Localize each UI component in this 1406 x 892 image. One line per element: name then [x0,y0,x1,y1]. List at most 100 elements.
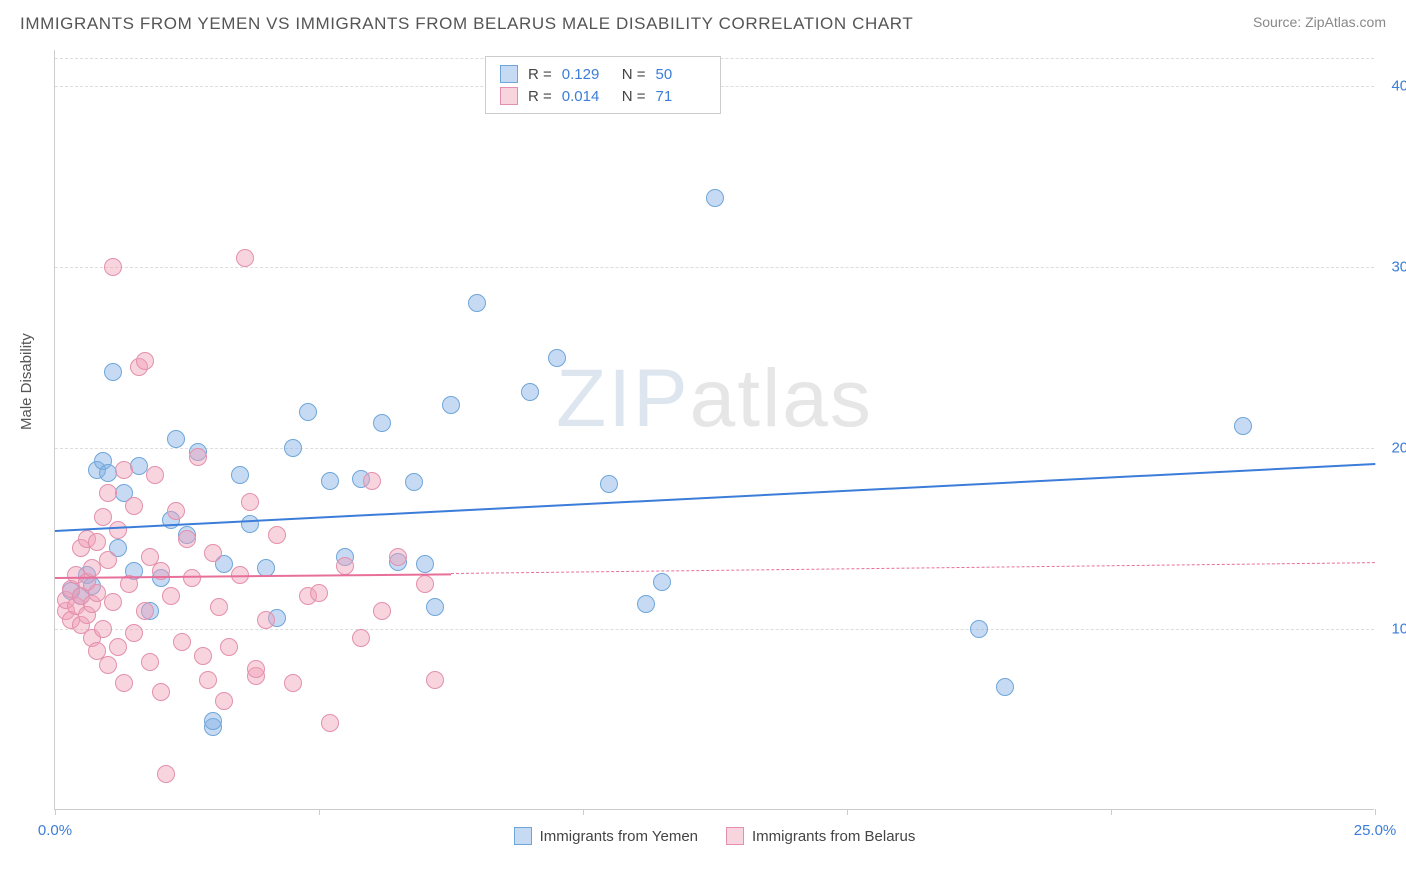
legend-swatch-belarus [726,827,744,845]
gridline [55,448,1374,449]
scatter-point-belarus [373,602,391,620]
scatter-point-belarus [94,508,112,526]
scatter-point-belarus [352,629,370,647]
scatter-point-belarus [241,493,259,511]
scatter-point-belarus [162,587,180,605]
scatter-point-belarus [167,502,185,520]
legend-item-belarus: Immigrants from Belarus [726,827,915,845]
scatter-point-belarus [204,544,222,562]
stat-r-label: R = [528,66,552,83]
scatter-point-belarus [416,575,434,593]
scatter-point-belarus [99,656,117,674]
x-tick [319,809,320,815]
gridline [55,629,1374,630]
scatter-point-belarus [109,638,127,656]
scatter-point-belarus [363,472,381,490]
chart-title: IMMIGRANTS FROM YEMEN VS IMMIGRANTS FROM… [20,14,913,34]
legend-label-belarus: Immigrants from Belarus [752,828,915,845]
scatter-point-yemen [284,439,302,457]
scatter-point-belarus [125,624,143,642]
stat-r-belarus: 0.014 [562,88,612,105]
scatter-point-yemen [299,403,317,421]
y-tick-label: 40.0% [1391,78,1406,95]
x-tick [847,809,848,815]
scatter-point-belarus [99,484,117,502]
stat-n-yemen: 50 [656,66,706,83]
scatter-point-yemen [653,573,671,591]
scatter-point-yemen [996,678,1014,696]
bottom-legend: Immigrants from Yemen Immigrants from Be… [55,827,1374,845]
scatter-point-belarus [152,683,170,701]
scatter-point-belarus [125,497,143,515]
source-label: Source: ZipAtlas.com [1253,14,1386,30]
scatter-point-yemen [637,595,655,613]
stat-n-label: N = [622,66,646,83]
scatter-point-yemen [970,620,988,638]
scatter-point-belarus [136,602,154,620]
scatter-point-yemen [321,472,339,490]
scatter-point-yemen [600,475,618,493]
scatter-point-belarus [220,638,238,656]
swatch-belarus [500,87,518,105]
scatter-point-belarus [115,461,133,479]
scatter-point-yemen [416,555,434,573]
scatter-point-belarus [257,611,275,629]
scatter-point-belarus [284,674,302,692]
scatter-point-yemen [373,414,391,432]
stats-row-belarus: R = 0.014 N = 71 [500,85,706,107]
watermark: ZIPatlas [556,352,873,446]
stat-n-label: N = [622,88,646,105]
scatter-point-belarus [104,593,122,611]
scatter-point-belarus [389,548,407,566]
scatter-point-yemen [231,466,249,484]
scatter-point-belarus [215,692,233,710]
y-tick-label: 30.0% [1391,259,1406,276]
stats-row-yemen: R = 0.129 N = 50 [500,63,706,85]
gridline [55,267,1374,268]
chart-plot-area: ZIPatlas 10.0%20.0%30.0%40.0% 0.0%25.0% … [54,50,1374,810]
scatter-point-belarus [99,551,117,569]
x-tick [1111,809,1112,815]
scatter-point-belarus [210,598,228,616]
y-tick-label: 20.0% [1391,440,1406,457]
x-tick [55,809,56,815]
scatter-point-belarus [178,530,196,548]
x-tick [583,809,584,815]
scatter-point-yemen [257,559,275,577]
scatter-point-belarus [104,258,122,276]
stats-legend-box: R = 0.129 N = 50 R = 0.014 N = 71 [485,56,721,114]
scatter-point-yemen [204,712,222,730]
scatter-point-belarus [426,671,444,689]
y-axis-label: Male Disability [18,333,35,430]
watermark-thin: atlas [690,353,873,444]
stat-n-belarus: 71 [656,88,706,105]
legend-swatch-yemen [514,827,532,845]
scatter-point-belarus [336,557,354,575]
trend-line [451,562,1375,574]
scatter-point-belarus [109,521,127,539]
scatter-point-belarus [199,671,217,689]
swatch-yemen [500,65,518,83]
trend-line [55,573,451,579]
scatter-point-belarus [183,569,201,587]
scatter-point-yemen [521,383,539,401]
scatter-point-belarus [310,584,328,602]
stat-r-yemen: 0.129 [562,66,612,83]
y-tick-label: 10.0% [1391,621,1406,638]
scatter-point-yemen [405,473,423,491]
scatter-point-yemen [104,363,122,381]
scatter-point-belarus [173,633,191,651]
scatter-point-belarus [194,647,212,665]
legend-label-yemen: Immigrants from Yemen [540,828,698,845]
scatter-point-yemen [167,430,185,448]
scatter-point-yemen [468,294,486,312]
scatter-point-belarus [88,533,106,551]
scatter-point-yemen [241,515,259,533]
scatter-point-yemen [426,598,444,616]
scatter-point-yemen [1234,417,1252,435]
stat-r-label: R = [528,88,552,105]
scatter-point-yemen [442,396,460,414]
scatter-point-belarus [157,765,175,783]
watermark-bold: ZIP [556,353,690,444]
scatter-point-belarus [141,653,159,671]
